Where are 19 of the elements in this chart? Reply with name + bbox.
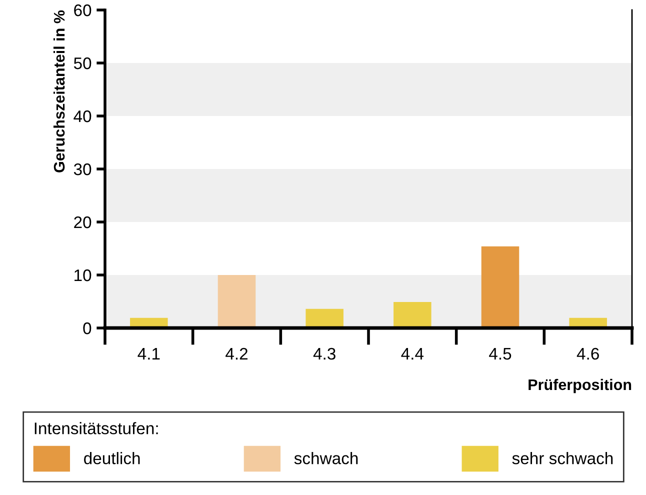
- y-tick-label: 20: [74, 216, 92, 228]
- y-tick-label: 60: [74, 4, 92, 16]
- x-tick-label: 4.1: [138, 348, 160, 360]
- legend-label: schwach: [294, 452, 358, 464]
- y-tick-label: 30: [74, 163, 92, 176]
- x-tick-label: 4.4: [401, 348, 424, 360]
- legend-label: sehr schwach: [512, 452, 613, 464]
- legend-title: Intensitätsstufen:: [34, 422, 158, 434]
- x-axis-title: Prüferposition: [528, 378, 632, 394]
- y-tick-label: 50: [74, 57, 92, 70]
- y-tick-label: 0: [83, 322, 92, 334]
- y-tick-label: 10: [74, 269, 92, 282]
- x-tick-label: 4.3: [313, 348, 336, 360]
- x-tick-label: 4.2: [226, 348, 248, 360]
- x-tick-label: 4.5: [489, 348, 512, 360]
- y-tick-label: 40: [74, 110, 92, 122]
- legend-label: deutlich: [84, 452, 140, 464]
- y-axis-title: Geruchszeitanteil in %: [53, 10, 65, 172]
- x-tick-label: 4.6: [576, 348, 599, 360]
